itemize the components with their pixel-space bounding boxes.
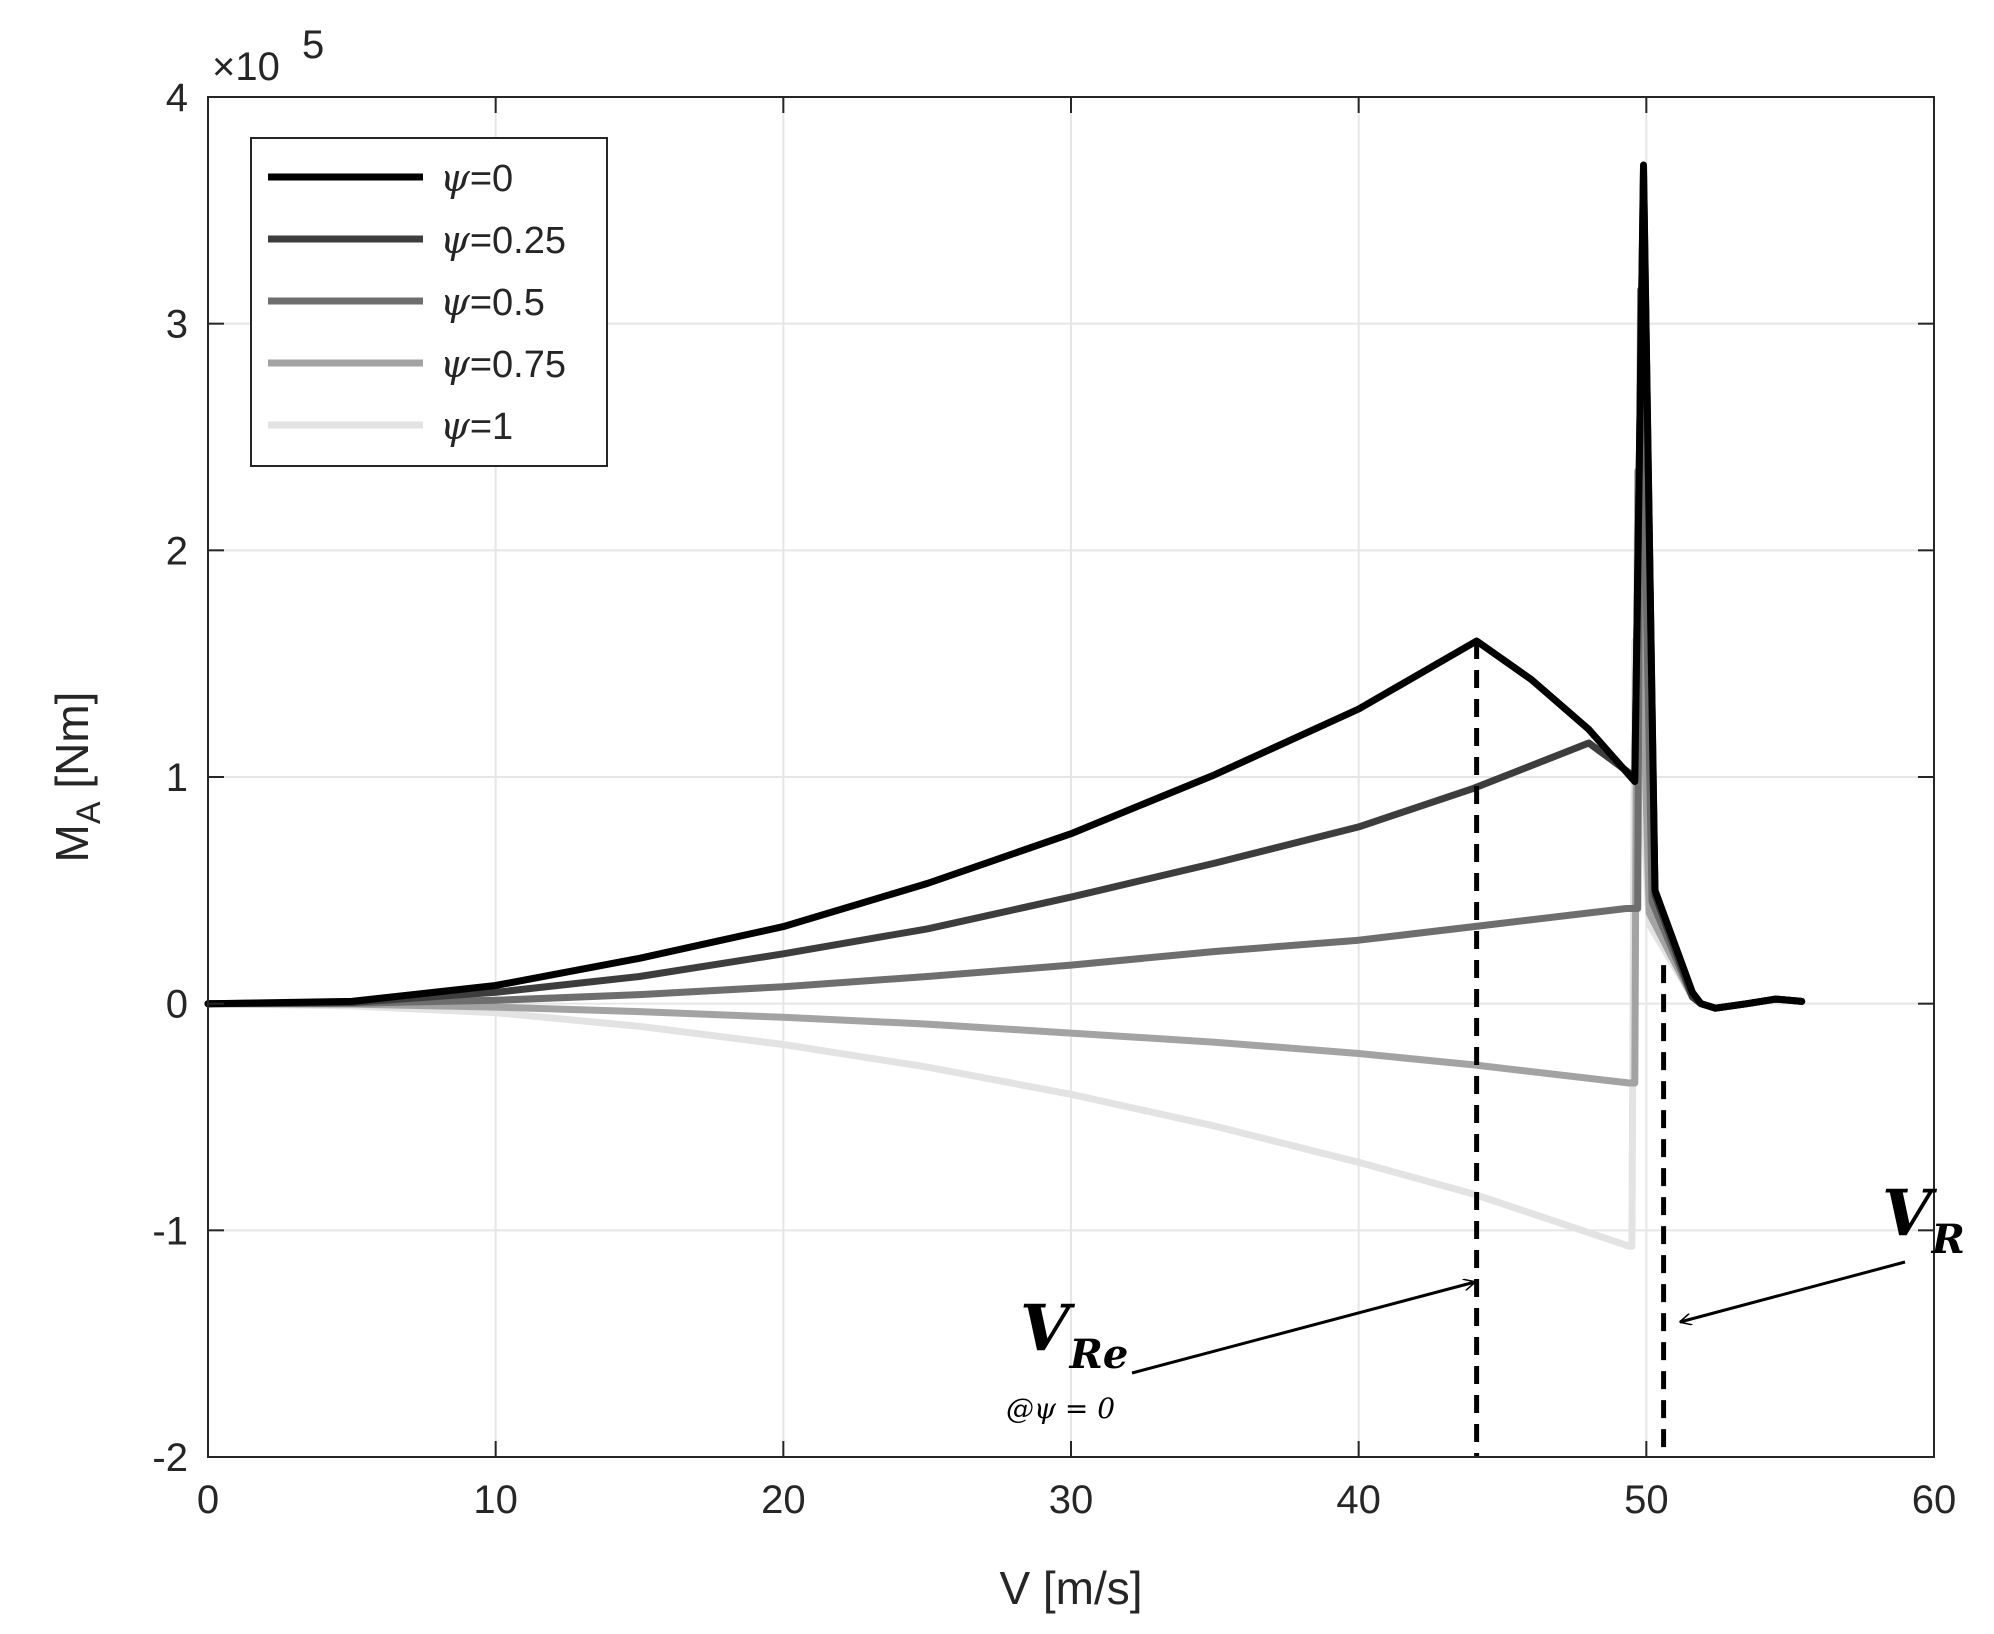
vr-label-main: V: [1882, 1176, 1938, 1251]
annotations: VRe @ψ = 0 VR: [1006, 1176, 1965, 1425]
annotation-lines: [1474, 641, 1667, 1457]
legend-label-3: ψ=0.75: [440, 342, 566, 386]
axis-ticks: 0 10 20 30 40 50 60 -2 -1 0 1 2 3 4: [152, 76, 1956, 1522]
vre-label-main: V: [1020, 1291, 1076, 1366]
legend-value-3: =0.75: [470, 344, 566, 386]
legend-symbol-1: ψ: [440, 218, 471, 262]
y-tick-label: 2: [166, 529, 188, 573]
svg-text:MA [Nm]: MA [Nm]: [46, 692, 108, 863]
y-tick-label: 3: [166, 303, 188, 347]
x-tick-label: 50: [1624, 1478, 1669, 1522]
x-tick-label: 30: [1049, 1478, 1094, 1522]
legend-value-4: =1: [470, 406, 513, 448]
legend: ψ=0ψ=0.25ψ=0.5ψ=0.75ψ=1: [250, 137, 608, 467]
legend-symbol-4: ψ: [440, 404, 471, 448]
y-axis-label-sub: A: [70, 801, 108, 824]
legend-symbol-3: ψ: [440, 342, 471, 386]
legend-label-0: ψ=0: [440, 156, 513, 200]
legend-label-4: ψ=1: [440, 404, 513, 448]
y-tick-label: 1: [166, 756, 188, 800]
y-tick-label: -1: [152, 1209, 188, 1253]
series-line-0: [204, 161, 1806, 1012]
legend-value-0: =0: [470, 158, 513, 200]
legend-value-2: =0.5: [470, 282, 545, 324]
legend-symbol-0: ψ: [440, 156, 471, 200]
y-tick-label: 4: [166, 76, 188, 120]
vr-label-sub: R: [1931, 1216, 1965, 1263]
svg-text:VRe: VRe: [1020, 1291, 1128, 1378]
y-tick-label: 0: [166, 983, 188, 1027]
legend-label-1: ψ=0.25: [440, 218, 566, 262]
svg-text:VR: VR: [1882, 1176, 1965, 1263]
x-tick-label: 60: [1912, 1478, 1957, 1522]
y-axis-label-unit: [Nm]: [46, 692, 98, 802]
x-tick-label: 40: [1336, 1478, 1381, 1522]
y-tick-label: -2: [152, 1436, 188, 1480]
y-axis-label-main: M: [46, 824, 98, 862]
y-axis-label: MA [Nm]: [46, 692, 108, 863]
series-layer: [204, 161, 1806, 1250]
x-tick-label: 20: [761, 1478, 806, 1522]
vre-label-sub: Re: [1069, 1331, 1129, 1378]
vre-label-note: @ψ = 0: [1006, 1392, 1115, 1425]
vr-arrow: [1680, 1260, 1906, 1322]
legend-label-2: ψ=0.5: [440, 280, 545, 324]
legend-symbol-2: ψ: [440, 280, 471, 324]
x-axis-label: V [m/s]: [999, 1562, 1142, 1614]
vre-arrow: [1131, 1282, 1475, 1375]
x-tick-label: 0: [197, 1478, 219, 1522]
x-tick-label: 10: [473, 1478, 518, 1522]
y-exponent-prefix: ×10: [212, 45, 280, 89]
y-exponent-power: 5: [302, 23, 324, 67]
legend-value-1: =0.25: [470, 220, 566, 262]
